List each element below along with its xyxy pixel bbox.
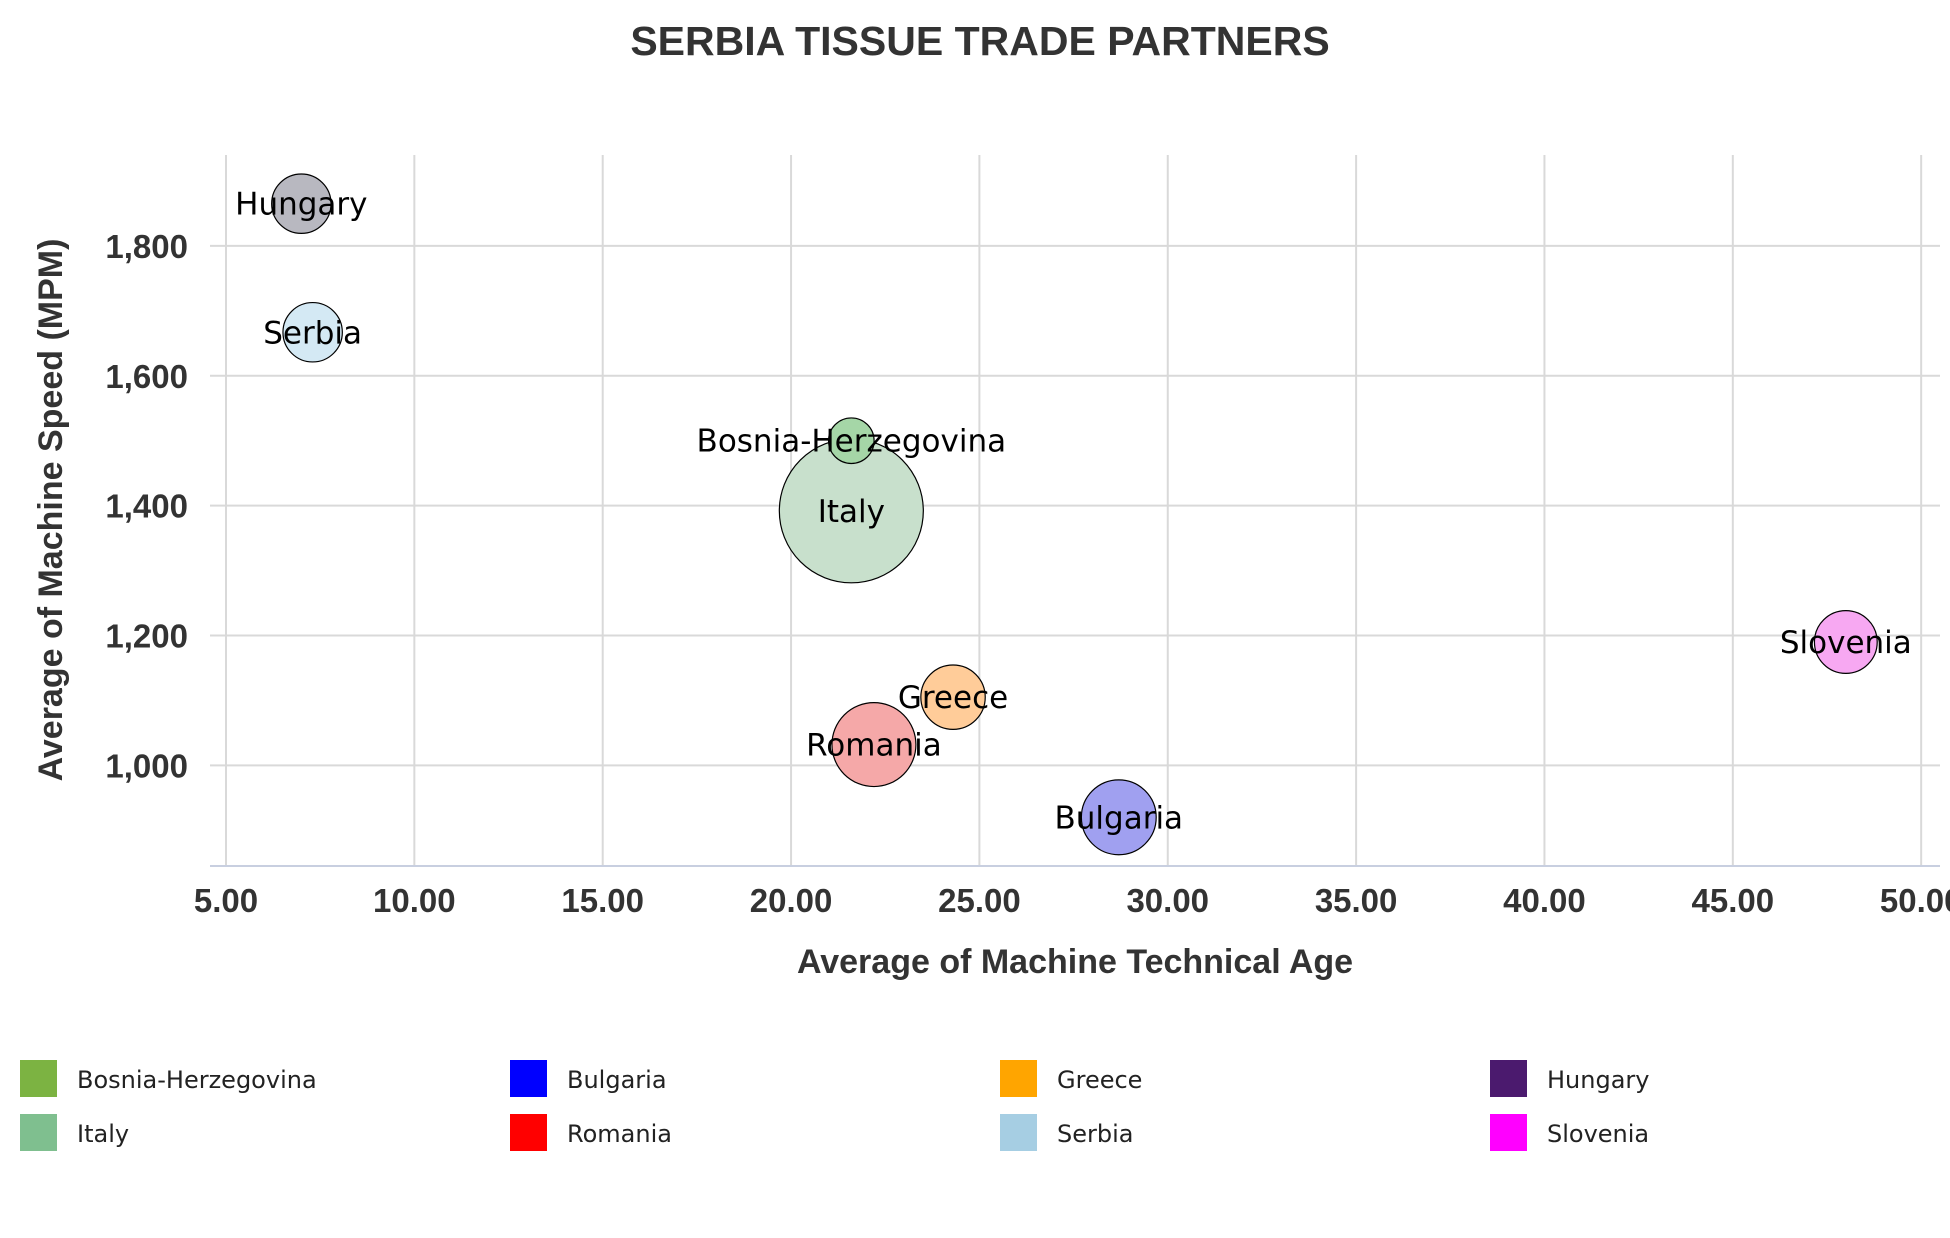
- x-tick-label: 5.00: [194, 882, 258, 919]
- legend-label: Serbia: [1057, 1120, 1133, 1148]
- legend-item[interactable]: Romania: [510, 1114, 672, 1151]
- data-point-romania[interactable]: [831, 701, 917, 788]
- y-tick-label: 1,000: [105, 747, 188, 784]
- legend-item[interactable]: Serbia: [1000, 1114, 1133, 1151]
- y-axis-title: Average of Machine Speed (MPM): [32, 239, 70, 782]
- x-tick-label: 35.00: [1315, 882, 1398, 919]
- point-label-greece: Greece: [898, 680, 1008, 716]
- data-point-serbia[interactable]: [282, 301, 343, 363]
- legend-swatch: [1490, 1060, 1527, 1097]
- chart-title: SERBIA TISSUE TRADE PARTNERS: [630, 18, 1329, 64]
- legend-label: Romania: [567, 1120, 672, 1148]
- legend-label: Hungary: [1547, 1066, 1649, 1094]
- data-point-greece[interactable]: [920, 664, 986, 730]
- legend-label: Bosnia-Herzegovina: [77, 1066, 317, 1094]
- x-tick-label: 30.00: [1126, 882, 1209, 919]
- legend-swatch: [1490, 1114, 1527, 1151]
- x-axis-title: Average of Machine Technical Age: [797, 943, 1353, 981]
- legend-label: Bulgaria: [567, 1066, 667, 1094]
- legend-swatch: [20, 1060, 57, 1097]
- x-tick-label: 15.00: [561, 882, 644, 919]
- y-tick-label: 1,800: [105, 228, 188, 265]
- point-label-serbia: Serbia: [263, 315, 362, 351]
- grid: [210, 155, 1940, 866]
- legend-label: Slovenia: [1547, 1120, 1649, 1148]
- legend-label: Greece: [1057, 1066, 1142, 1094]
- point-label-bulgaria: Bulgaria: [1055, 800, 1184, 836]
- x-tick-label: 10.00: [373, 882, 456, 919]
- y-tick-label: 1,600: [105, 358, 188, 395]
- point-label-slovenia: Slovenia: [1780, 625, 1912, 661]
- x-tick-label: 25.00: [938, 882, 1021, 919]
- data-point-slovenia[interactable]: [1813, 610, 1878, 674]
- legend-item[interactable]: Italy: [20, 1114, 129, 1151]
- legend-item[interactable]: Greece: [1000, 1060, 1142, 1097]
- y-tick-label: 1,400: [105, 488, 188, 525]
- legend-swatch: [1000, 1060, 1037, 1097]
- data-point-hungary[interactable]: [271, 173, 332, 234]
- x-tick-label: 50.00: [1880, 882, 1950, 919]
- x-tick-label: 40.00: [1503, 882, 1586, 919]
- point-label-bosnia-herzegovina: Bosnia-Herzegovina: [697, 424, 1007, 460]
- data-point-bosnia-herzegovina[interactable]: [827, 417, 875, 465]
- x-tick-label: 20.00: [750, 882, 833, 919]
- legend-label: Italy: [77, 1120, 129, 1148]
- point-label-romania: Romania: [806, 728, 942, 764]
- legend-item[interactable]: Bulgaria: [510, 1060, 667, 1097]
- data-points: [271, 173, 1878, 856]
- legend-swatch: [20, 1114, 57, 1151]
- legend-swatch: [510, 1114, 547, 1151]
- x-tick-label: 45.00: [1692, 882, 1775, 919]
- point-label-hungary: Hungary: [235, 187, 367, 223]
- legend-swatch: [510, 1060, 547, 1097]
- legend-item[interactable]: Bosnia-Herzegovina: [20, 1060, 317, 1097]
- y-tick-label: 1,200: [105, 617, 188, 654]
- legend-item[interactable]: Hungary: [1490, 1060, 1649, 1097]
- point-label-italy: Italy: [818, 494, 885, 530]
- legend-item[interactable]: Slovenia: [1490, 1114, 1649, 1151]
- legend-swatch: [1000, 1114, 1037, 1151]
- data-point-bulgaria[interactable]: [1080, 779, 1157, 856]
- point-labels: Bosnia-Herzegovina Bulgaria Greece Hungary I…: [235, 187, 1912, 837]
- axes: 5.00 10.00 15.00 20.00 25.00 30.00 35.00 40.00 4…: [105, 228, 1950, 919]
- legend: Bosnia-Herzegovina Bulgaria Greece Hungary I…: [20, 1060, 1649, 1151]
